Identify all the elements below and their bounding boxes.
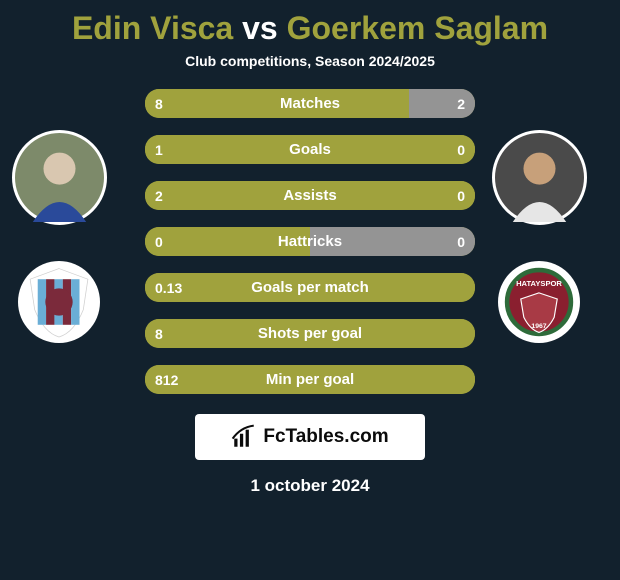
svg-text:1967: 1967 [531, 323, 546, 330]
stat-row: 20Assists [145, 181, 475, 210]
stat-row: 0.13Goals per match [145, 273, 475, 302]
stat-label: Goals per match [145, 273, 475, 302]
stat-label: Matches [145, 89, 475, 118]
stat-row: 8Shots per goal [145, 319, 475, 348]
title-vs: vs [242, 10, 278, 46]
svg-text:HATAYSPOR: HATAYSPOR [516, 279, 562, 288]
fctables-logo-icon [231, 424, 257, 450]
branding-badge: FcTables.com [195, 414, 425, 460]
stat-label: Shots per goal [145, 319, 475, 348]
title-left-player: Edin Visca [72, 10, 233, 46]
subtitle: Club competitions, Season 2024/2025 [0, 53, 620, 69]
hatayspor-badge-icon: HATAYSPOR 1967 [501, 264, 577, 340]
snapshot-date: 1 october 2024 [0, 476, 620, 496]
stat-label: Hattricks [145, 227, 475, 256]
comparison-card: Edin Visca vs Goerkem Saglam Club compet… [0, 0, 620, 580]
branding-text: FcTables.com [263, 426, 388, 448]
stat-row: 10Goals [145, 135, 475, 164]
stat-row: 812Min per goal [145, 365, 475, 394]
stat-row: 82Matches [145, 89, 475, 118]
title-right-player: Goerkem Saglam [287, 10, 548, 46]
page-title: Edin Visca vs Goerkem Saglam [0, 10, 620, 47]
player-photo-right [492, 130, 587, 225]
club-logo-right: HATAYSPOR 1967 [498, 261, 580, 343]
stat-label: Goals [145, 135, 475, 164]
player-photo-left [12, 130, 107, 225]
club-logo-left [18, 261, 100, 343]
stat-label: Min per goal [145, 365, 475, 394]
stat-row: 00Hattricks [145, 227, 475, 256]
stat-label: Assists [145, 181, 475, 210]
trabzonspor-badge-icon [21, 264, 97, 340]
